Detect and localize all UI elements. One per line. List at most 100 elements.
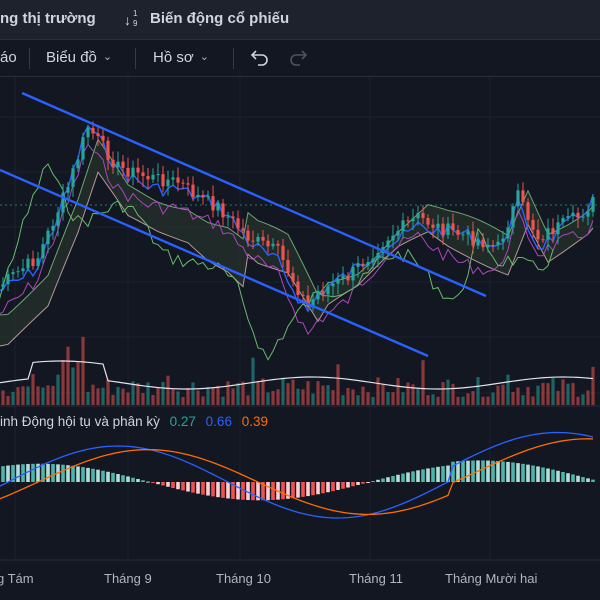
- macd-histogram-bar: [186, 482, 190, 492]
- volume-bar: [86, 391, 90, 405]
- candle-body: [476, 239, 480, 246]
- candle-body: [86, 127, 90, 138]
- upper-trendline: [21, 91, 487, 298]
- candle-body: [56, 212, 60, 226]
- tab-market-overview[interactable]: ng thị trường: [0, 10, 96, 27]
- macd-histogram-bar: [526, 464, 530, 482]
- volume-bar: [476, 377, 480, 405]
- volume-bar: [471, 391, 475, 405]
- lagging-line: [0, 163, 554, 361]
- candle-body: [291, 272, 295, 282]
- macd-histogram-bar: [256, 482, 260, 501]
- macd-histogram-bar: [296, 482, 300, 498]
- chevron-down-icon: ⌄: [102, 51, 113, 63]
- macd-histogram-bar: [391, 475, 395, 482]
- macd-histogram-bar: [471, 460, 475, 482]
- macd-histogram-bar: [496, 461, 500, 482]
- volume-bar: [21, 386, 25, 405]
- volume-bar: [51, 385, 55, 405]
- candle-body: [466, 231, 470, 235]
- candle-body: [111, 159, 115, 167]
- chevron-down-icon: ⌄: [199, 51, 209, 63]
- candle-body: [521, 190, 525, 203]
- candle-body: [391, 235, 395, 241]
- macd-histogram-bar: [6, 465, 10, 482]
- profile-dropdown[interactable]: Hồ sơ ⌄: [153, 49, 209, 66]
- chart-type-dropdown[interactable]: Biểu đồ ⌄: [46, 49, 112, 66]
- top-tab-bar: ng thị trường ↓ 1 9 Biến động cổ phiếu: [0, 0, 600, 40]
- volume-bar: [16, 387, 20, 405]
- macd-histogram-bar: [196, 482, 200, 494]
- tab-stock-movement[interactable]: Biến động cổ phiếu: [150, 10, 290, 27]
- macd-histogram-bar: [216, 482, 220, 498]
- toolbar-item-alerts[interactable]: áo: [0, 49, 17, 66]
- price-chart-canvas[interactable]: g Tám Tháng 9 Tháng 10 Tháng 11 Tháng Mư…: [0, 77, 600, 600]
- time-axis-label: Tháng 9: [104, 571, 152, 586]
- redo-icon[interactable]: [287, 46, 311, 70]
- candle-body: [536, 229, 540, 240]
- macd-histogram-bar: [176, 482, 180, 490]
- volume-bar: [461, 396, 465, 405]
- macd-histogram-bar: [201, 482, 205, 495]
- volume-bar: [161, 381, 165, 405]
- macd-histogram-bar: [206, 482, 210, 496]
- macd-histogram-bar: [131, 477, 135, 482]
- candle-body: [231, 216, 235, 219]
- volume-bar: [386, 392, 390, 405]
- candle-body: [126, 167, 130, 177]
- candle-body: [311, 299, 315, 307]
- volume-bar: [106, 379, 110, 405]
- candle-body: [81, 137, 85, 160]
- volume-bar: [356, 395, 360, 405]
- macd-histogram-bar: [466, 460, 470, 482]
- volume-bar: [466, 393, 470, 405]
- macd-histogram-bar: [501, 461, 505, 482]
- volume-bar: [196, 390, 200, 405]
- time-axis-label: Tháng 11: [349, 571, 403, 586]
- undo-icon[interactable]: [247, 46, 271, 70]
- candle-body: [366, 262, 370, 266]
- candle-body: [431, 224, 435, 228]
- volume-bar: [456, 396, 460, 405]
- candle-body: [436, 223, 440, 228]
- volume-bar: [331, 390, 335, 405]
- candle-body: [176, 177, 180, 183]
- macd-histogram-bar: [321, 482, 325, 494]
- macd-histogram-bar: [171, 482, 175, 489]
- volume-bar: [166, 375, 170, 405]
- volume-bar: [556, 390, 560, 405]
- candle-body: [26, 258, 30, 269]
- macd-histogram-bar: [546, 468, 550, 482]
- macd-histogram-bar: [116, 474, 120, 482]
- macd-histogram-bar: [266, 482, 270, 501]
- volume-bar: [376, 377, 380, 405]
- macd-line-value: 0.66: [205, 414, 232, 429]
- macd-histogram-bar: [36, 463, 40, 482]
- candle-body: [571, 212, 575, 217]
- macd-histogram-bar: [291, 482, 295, 499]
- macd-histogram-bar: [381, 478, 385, 482]
- macd-histogram-bar: [331, 482, 335, 492]
- macd-histogram-bar: [431, 467, 435, 482]
- toolbar-divider: [135, 48, 136, 69]
- volume-bar: [401, 392, 405, 405]
- candle-body: [506, 227, 510, 239]
- macd-histogram-bar: [146, 481, 150, 483]
- macd-histogram-bar: [376, 479, 380, 482]
- volume-bar: [101, 387, 105, 405]
- volume-bar: [136, 383, 140, 405]
- candle-body: [31, 258, 35, 267]
- volume-bar: [181, 396, 185, 405]
- volume-bar: [246, 395, 250, 405]
- chart-type-label: Biểu đồ: [46, 49, 97, 66]
- macd-histogram-bar: [436, 466, 440, 482]
- macd-histogram-bar: [356, 482, 360, 485]
- candle-body: [376, 252, 380, 259]
- volume-bar: [421, 360, 425, 405]
- candle-body: [556, 222, 560, 235]
- candle-body: [6, 274, 10, 285]
- toolbar-divider: [233, 48, 234, 69]
- candle-body: [591, 197, 595, 212]
- candle-body: [586, 211, 590, 217]
- volume-ma-line: [0, 360, 594, 390]
